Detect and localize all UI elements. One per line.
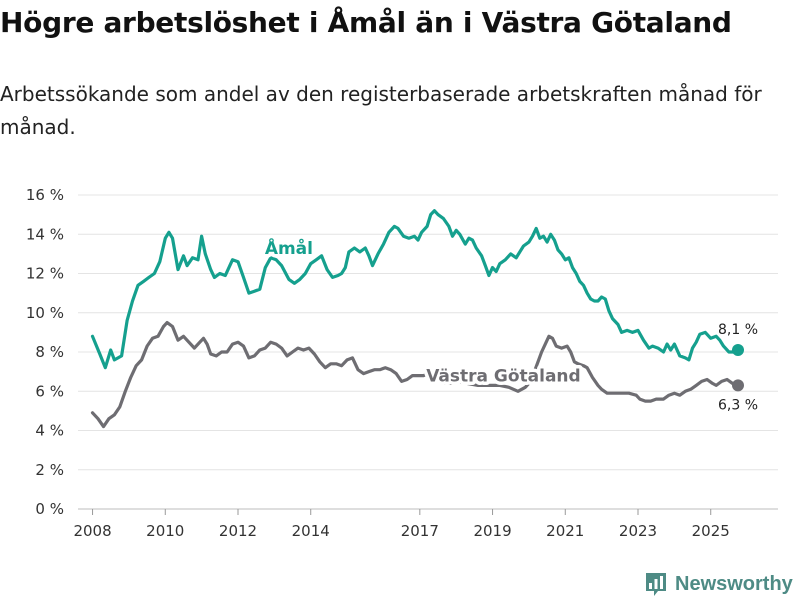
x-tick-label: 2021 <box>546 522 584 540</box>
x-tick-label: 2019 <box>473 522 511 540</box>
x-tick-label: 2008 <box>73 522 111 540</box>
x-tick-label: 2017 <box>401 522 439 540</box>
series-label: Åmål <box>265 236 313 259</box>
y-tick-label: 14 % <box>26 225 64 243</box>
y-tick-label: 16 % <box>26 186 64 204</box>
series-line-vastra-gotaland <box>90 321 740 429</box>
y-tick-label: 10 % <box>26 304 64 322</box>
y-tick-label: 0 % <box>35 500 64 518</box>
y-tick-label: 4 % <box>35 422 64 440</box>
chart-title: Högre arbetslöshet i Åmål än i Västra Gö… <box>0 6 732 39</box>
brand: Newsworthy <box>644 570 793 598</box>
annotations: Åmål 8,1 % Västra Götaland 6,3 % <box>261 232 758 413</box>
x-tick-label: 2025 <box>692 522 730 540</box>
y-tick-label: 8 % <box>35 343 64 361</box>
x-tick-label: 2014 <box>292 522 330 540</box>
end-value-label: 6,3 % <box>718 397 758 413</box>
newsworthy-logo-icon <box>646 573 666 596</box>
end-point-marker <box>732 379 744 392</box>
x-tick-label: 2010 <box>146 522 184 540</box>
series-line-amal <box>90 209 740 370</box>
brand-name: Newsworthy <box>675 572 793 595</box>
y-tick-label: 6 % <box>35 382 64 400</box>
end-point-marker <box>732 344 744 357</box>
x-tick-label: 2023 <box>619 522 657 540</box>
chart-subtitle: Arbetssökande som andel av den registerb… <box>0 82 762 139</box>
series-label: Västra Götaland <box>426 366 581 386</box>
series <box>90 209 744 429</box>
axes: 0 % 2 % 4 % 6 % 8 % 10 % 12 % 14 % 16 % 2008 2010 2… <box>26 186 730 540</box>
gridlines <box>78 194 778 510</box>
y-tick-label: 12 % <box>26 265 64 283</box>
y-tick-label: 2 % <box>35 461 64 479</box>
end-value-label: 8,1 % <box>718 322 758 338</box>
x-tick-label: 2012 <box>219 522 257 540</box>
